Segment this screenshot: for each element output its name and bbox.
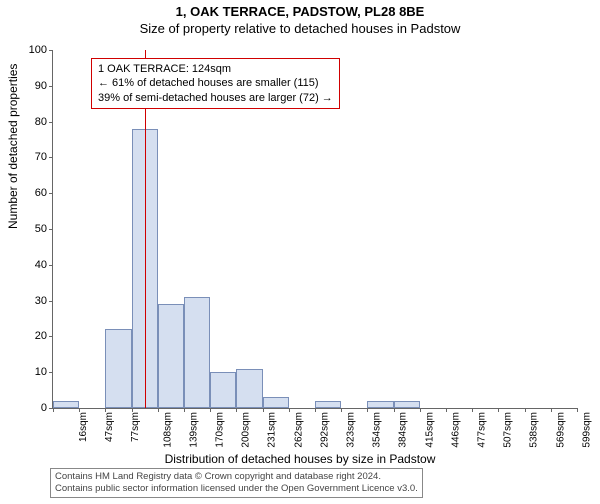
x-tick-label: 384sqm xyxy=(398,412,409,448)
x-tick-mark xyxy=(184,408,185,412)
y-tick-mark xyxy=(49,157,53,158)
histogram-bar xyxy=(394,401,420,408)
x-tick-label: 200sqm xyxy=(241,412,252,448)
histogram-bar xyxy=(53,401,79,408)
histogram-bar xyxy=(236,369,262,408)
x-tick-label: 323sqm xyxy=(346,412,357,448)
x-tick-mark xyxy=(315,408,316,412)
y-tick-mark xyxy=(49,301,53,302)
x-tick-mark xyxy=(525,408,526,412)
histogram-bar xyxy=(184,297,210,408)
x-tick-label: 16sqm xyxy=(78,412,89,442)
histogram-bar xyxy=(367,401,393,408)
y-tick-mark xyxy=(49,265,53,266)
y-tick-mark xyxy=(49,336,53,337)
x-tick-label: 231sqm xyxy=(267,412,278,448)
x-tick-mark xyxy=(105,408,106,412)
x-tick-label: 415sqm xyxy=(424,412,435,448)
x-tick-label: 507sqm xyxy=(503,412,514,448)
x-tick-mark xyxy=(263,408,264,412)
histogram-bar xyxy=(158,304,184,408)
x-tick-label: 446sqm xyxy=(450,412,461,448)
x-tick-label: 262sqm xyxy=(293,412,304,448)
annotation-line: 1 OAK TERRACE: 124sqm xyxy=(98,62,333,76)
x-tick-label: 538sqm xyxy=(529,412,540,448)
chart-title-sub: Size of property relative to detached ho… xyxy=(0,21,600,36)
y-tick-mark xyxy=(49,122,53,123)
x-tick-label: 139sqm xyxy=(188,412,199,448)
y-tick-mark xyxy=(49,193,53,194)
x-tick-label: 354sqm xyxy=(372,412,383,448)
x-tick-label: 47sqm xyxy=(104,412,115,442)
x-tick-label: 108sqm xyxy=(162,412,173,448)
y-tick-mark xyxy=(49,86,53,87)
x-tick-mark xyxy=(577,408,578,412)
annotation-box: 1 OAK TERRACE: 124sqm← 61% of detached h… xyxy=(91,58,340,109)
annotation-line: ← 61% of detached houses are smaller (11… xyxy=(98,76,333,90)
attribution-line: Contains public sector information licen… xyxy=(55,483,418,495)
chart-title-main: 1, OAK TERRACE, PADSTOW, PL28 8BE xyxy=(0,4,600,19)
x-tick-mark xyxy=(158,408,159,412)
x-tick-label: 569sqm xyxy=(555,412,566,448)
x-tick-mark xyxy=(236,408,237,412)
x-tick-mark xyxy=(367,408,368,412)
histogram-bar xyxy=(315,401,341,408)
x-tick-mark xyxy=(551,408,552,412)
x-tick-mark xyxy=(420,408,421,412)
x-tick-mark xyxy=(210,408,211,412)
histogram-bar xyxy=(263,397,289,408)
x-tick-mark xyxy=(53,408,54,412)
y-tick-mark xyxy=(49,50,53,51)
x-tick-label: 77sqm xyxy=(130,412,141,442)
x-tick-mark xyxy=(394,408,395,412)
x-tick-label: 477sqm xyxy=(477,412,488,448)
x-axis-label: Distribution of detached houses by size … xyxy=(0,452,600,466)
x-tick-label: 170sqm xyxy=(215,412,226,448)
y-tick-mark xyxy=(49,229,53,230)
x-tick-mark xyxy=(341,408,342,412)
y-axis-label: Number of detached properties xyxy=(6,64,20,229)
x-tick-mark xyxy=(132,408,133,412)
x-tick-label: 292sqm xyxy=(319,412,330,448)
x-tick-mark xyxy=(472,408,473,412)
x-tick-mark xyxy=(79,408,80,412)
attribution-box: Contains HM Land Registry data © Crown c… xyxy=(50,468,423,498)
annotation-line: 39% of semi-detached houses are larger (… xyxy=(98,91,333,105)
y-tick-mark xyxy=(49,372,53,373)
x-tick-mark xyxy=(289,408,290,412)
attribution-line: Contains HM Land Registry data © Crown c… xyxy=(55,471,418,483)
x-tick-mark xyxy=(498,408,499,412)
x-tick-label: 599sqm xyxy=(581,412,592,448)
histogram-bar xyxy=(210,372,236,408)
x-tick-mark xyxy=(446,408,447,412)
plot-area: 010203040506070809010016sqm47sqm77sqm108… xyxy=(52,50,577,409)
histogram-bar xyxy=(105,329,131,408)
